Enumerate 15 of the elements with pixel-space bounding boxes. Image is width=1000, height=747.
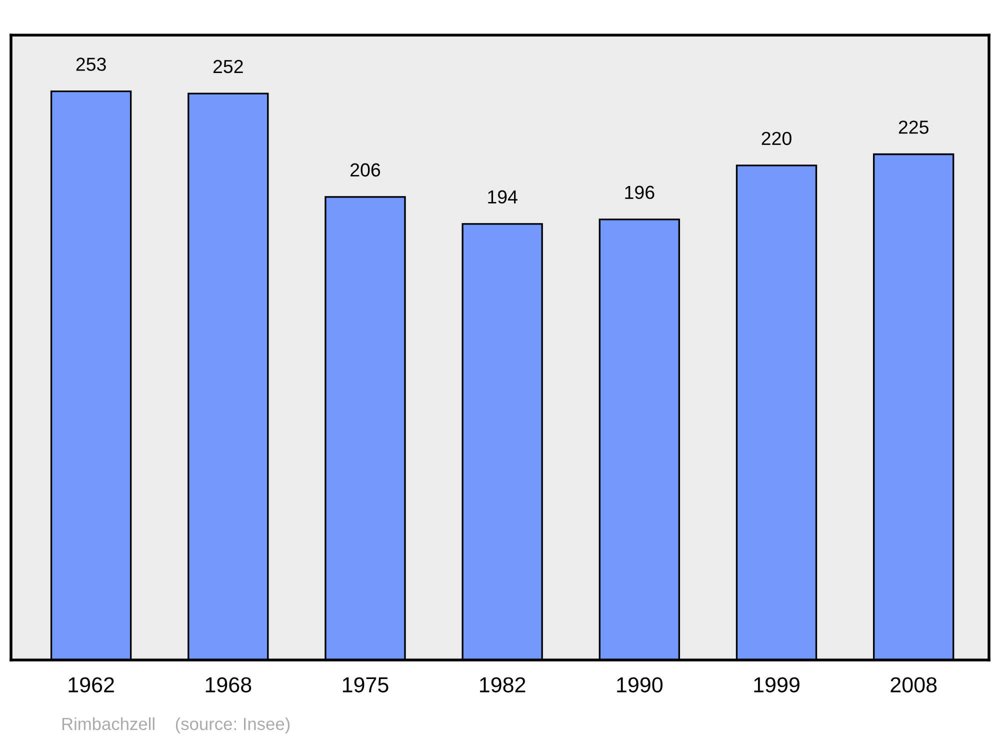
x-tick-label: 1999 bbox=[754, 677, 800, 692]
data-label: 194 bbox=[488, 190, 518, 204]
x-tick-label: 1968 bbox=[206, 677, 252, 692]
x-tick-label: 2008 bbox=[890, 677, 937, 692]
data-label: 196 bbox=[625, 186, 654, 200]
data-label: 225 bbox=[898, 120, 928, 134]
text: Rimbachzell (source: Insee) bbox=[62, 717, 290, 734]
data-label: 253 bbox=[76, 58, 106, 71]
data-label: 220 bbox=[762, 132, 792, 146]
x-tick-label: 1962 bbox=[68, 677, 114, 692]
data-label: 206 bbox=[350, 163, 380, 177]
data-label: 252 bbox=[213, 60, 243, 74]
x-tick-label: 1982 bbox=[480, 677, 526, 692]
x-tick-label: 1975 bbox=[342, 677, 388, 692]
x-tick-label: 1990 bbox=[617, 677, 663, 692]
